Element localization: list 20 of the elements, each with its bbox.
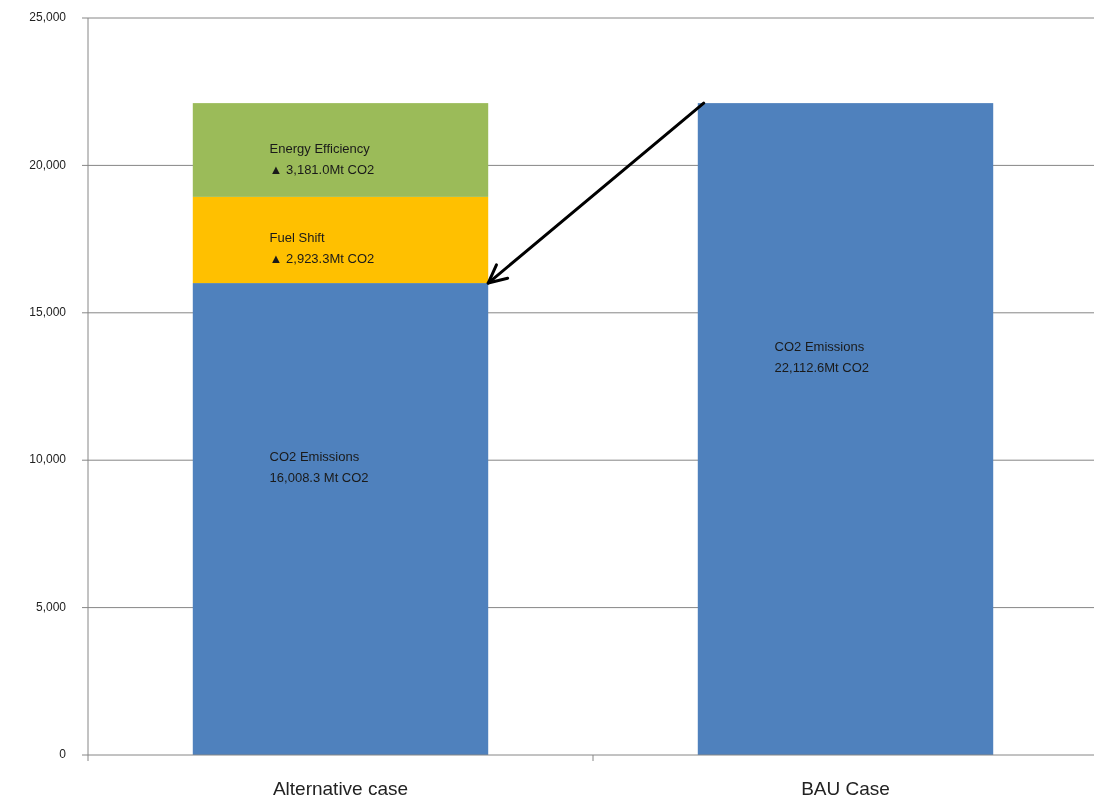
data-label: 22,112.6Mt CO2: [774, 359, 870, 375]
x-tick-label: Alternative case: [272, 778, 409, 800]
bar: [192, 103, 489, 197]
text: CO2 Emissions: [774, 338, 865, 354]
series-label: Fuel Shift: [269, 230, 325, 246]
bar: [192, 196, 489, 284]
y-tick-label: 25,000: [29, 10, 67, 25]
y-tick-label: 20,000: [29, 157, 67, 172]
series-label: CO2 Emissions: [269, 448, 360, 464]
y-tick-label: 15,000: [29, 304, 67, 319]
y-tick-label: 0: [59, 747, 67, 762]
bar: [697, 103, 994, 755]
y-tick-label: 10,000: [29, 452, 67, 467]
bar: [192, 283, 489, 755]
y-tick-label: 5,000: [35, 599, 67, 614]
data-label: 16,008.3 Mt CO2: [269, 469, 369, 485]
data-label: ▲ 3,181.0Mt CO2: [269, 161, 375, 177]
series-label: Energy Efficiency: [269, 140, 371, 156]
data-label: ▲ 2,923.3Mt CO2: [269, 251, 375, 267]
x-tick-label: BAU Case: [801, 778, 890, 800]
